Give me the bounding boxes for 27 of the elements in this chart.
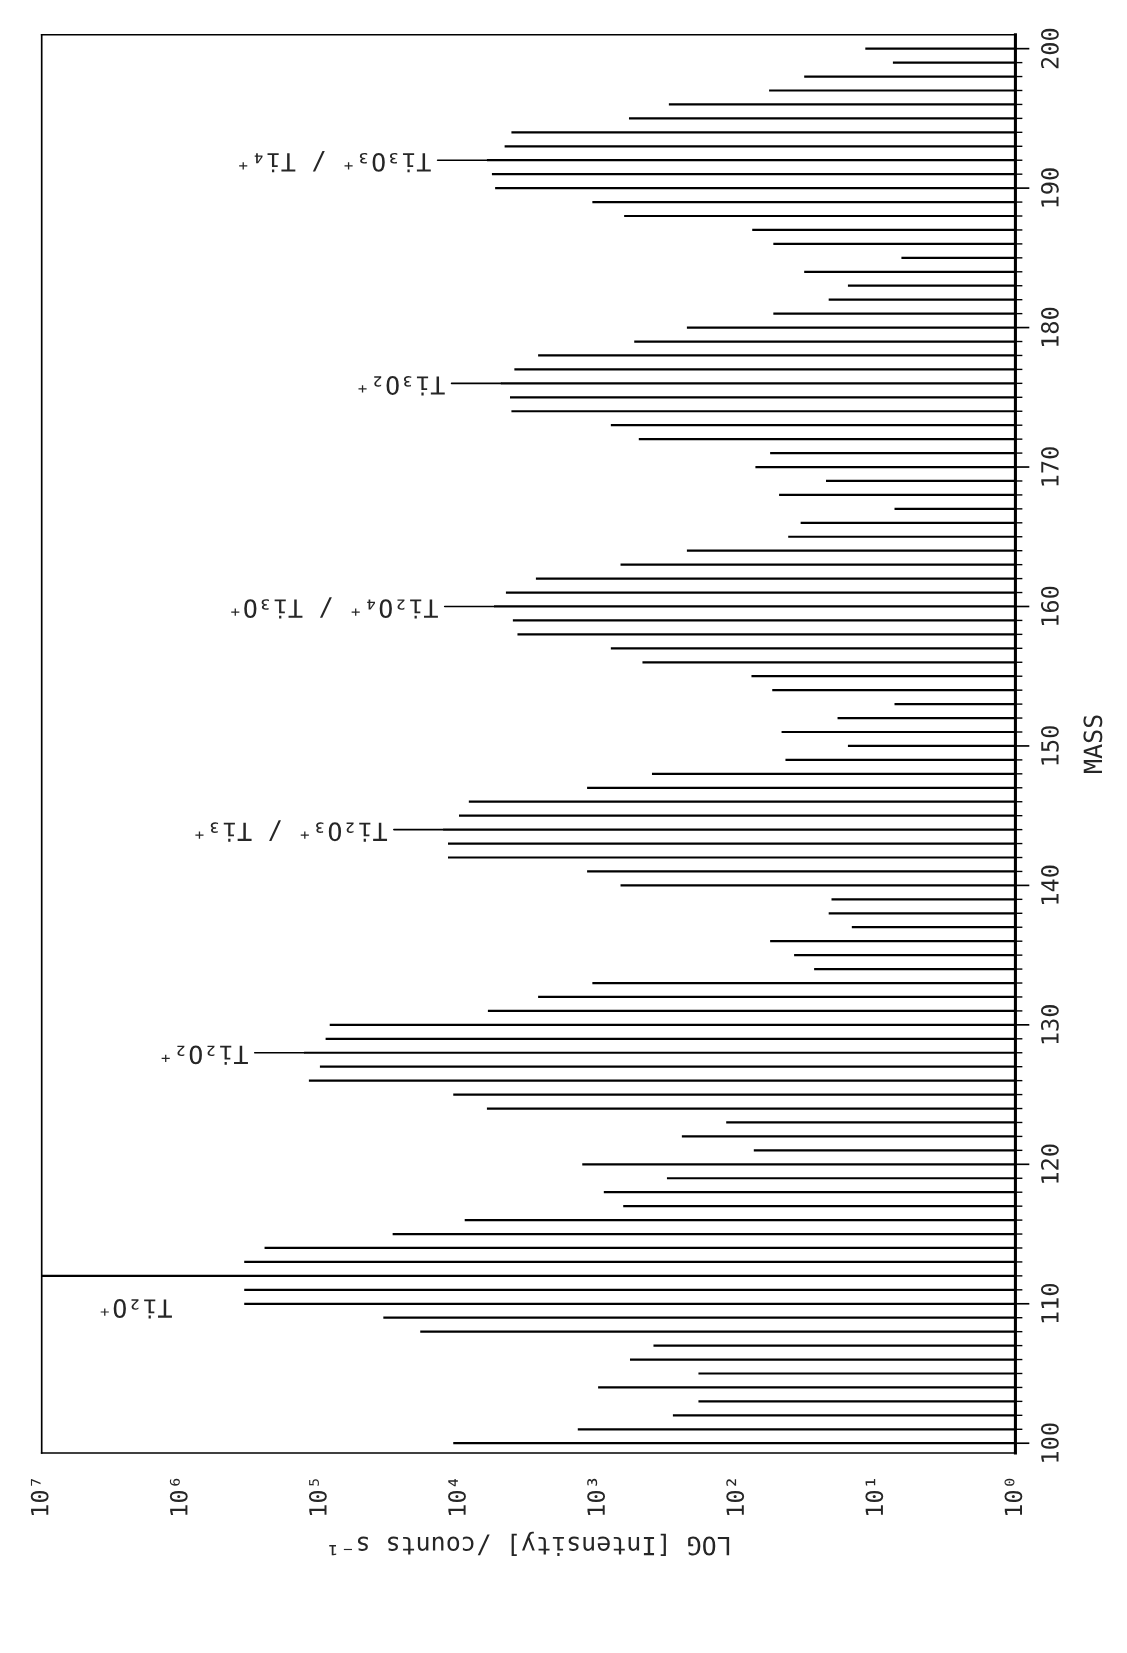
y-tick-label: 130 <box>1040 1005 1059 1044</box>
x-tick-label: 10² <box>726 1479 745 1516</box>
x-tick-label: 10⁷ <box>30 1479 49 1516</box>
x-tick-label: 10¹ <box>865 1478 884 1516</box>
annotation: Ti₃O₂⁺ <box>358 376 445 396</box>
annotation: Ti₂O₂⁺ <box>161 1045 248 1065</box>
annotation: Ti₂O⁺ <box>100 1299 172 1319</box>
x-axis-title: LOG [Intensity] /counts s⁻¹ <box>329 1531 730 1556</box>
annotation: Ti₂O₄⁺ / Ti₃O⁺ <box>231 597 438 619</box>
y-tick-label: 180 <box>1040 307 1059 347</box>
y-tick-label: 150 <box>1040 726 1059 765</box>
x-tick-label: 10⁵ <box>308 1479 327 1516</box>
annotation: Ti₂O₃⁺ / Ti₃⁺ <box>195 820 388 842</box>
y-tick-label: 160 <box>1040 586 1059 625</box>
x-tick-label: 10³ <box>587 1478 606 1516</box>
y-axis-title: MASS <box>1083 715 1103 773</box>
y-tick-label: 120 <box>1040 1144 1059 1183</box>
x-tick-label: 10⁶ <box>169 1478 188 1516</box>
x-tick-label: 10⁴ <box>448 1478 466 1516</box>
y-tick-label: 200 <box>1040 28 1059 69</box>
y-tick-label: 190 <box>1040 168 1059 207</box>
y-tick-label: 100 <box>1040 1423 1059 1462</box>
y-tick-label: 140 <box>1040 865 1059 904</box>
y-tick-label: 110 <box>1040 1283 1059 1323</box>
annotation: Ti₃O₃⁺ / Ti₄⁺ <box>239 150 431 173</box>
y-tick-label: 170 <box>1040 447 1059 486</box>
x-tick-label: 10⁰ <box>1004 1478 1023 1516</box>
